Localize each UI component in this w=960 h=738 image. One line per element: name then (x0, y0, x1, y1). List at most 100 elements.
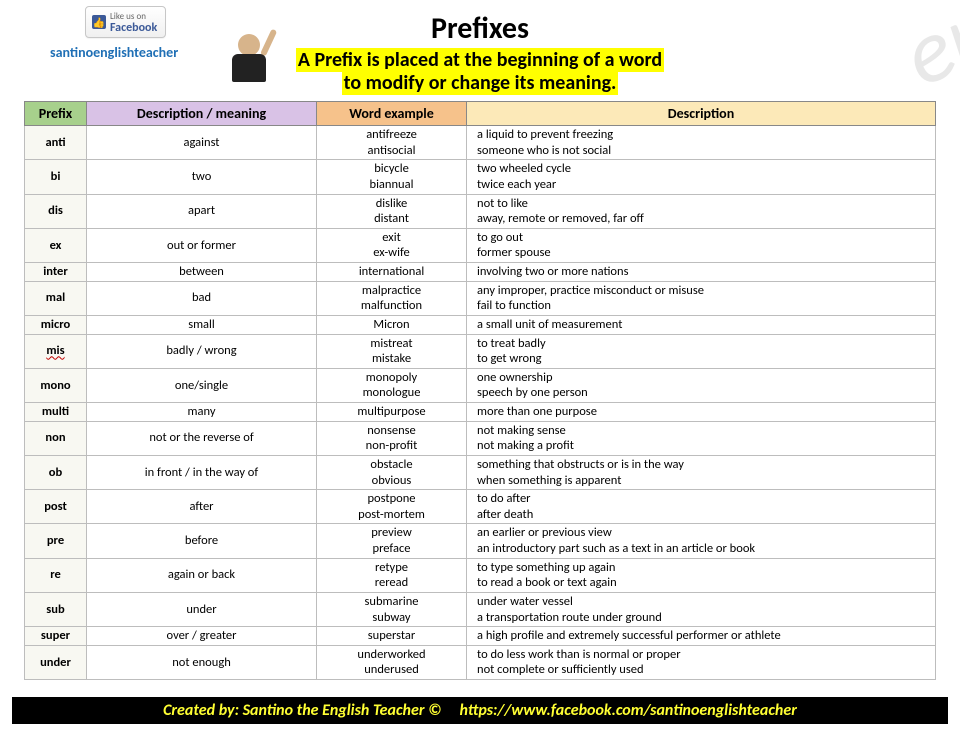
description-cell: not to likeaway, remote or removed, far … (467, 194, 936, 228)
meaning-cell: not enough (87, 645, 317, 679)
col-example: Word example (317, 102, 467, 126)
account-handle[interactable]: santinoenglishteacher (50, 44, 178, 61)
example-cell: antifreezeantisocial (317, 126, 467, 160)
example-cell: malpracticemalfunction (317, 281, 467, 315)
example-cell: exitex-wife (317, 228, 467, 262)
table-row: nonnot or the reverse ofnonsensenon-prof… (25, 421, 936, 455)
meaning-cell: one/single (87, 368, 317, 402)
table-row: postafterpostponepost-mortemto do aftera… (25, 490, 936, 524)
col-prefix: Prefix (25, 102, 87, 126)
table-row: antiagainstantifreezeantisociala liquid … (25, 126, 936, 160)
description-cell: not making sensenot making a profit (467, 421, 936, 455)
table-row: disapartdislikedistantnot to likeaway, r… (25, 194, 936, 228)
meaning-cell: after (87, 490, 317, 524)
meaning-cell: not or the reverse of (87, 421, 317, 455)
prefixes-table-wrap: Prefix Description / meaning Word exampl… (0, 101, 960, 680)
table-row: malbadmalpracticemalfunctionany improper… (25, 281, 936, 315)
meaning-cell: between (87, 263, 317, 282)
table-row: prebeforepreviewprefacean earlier or pre… (25, 524, 936, 558)
prefix-cell: inter (25, 263, 87, 282)
table-row: reagain or backretyperereadto type somet… (25, 558, 936, 592)
prefix-cell: multi (25, 403, 87, 422)
description-cell: any improper, practice misconduct or mis… (467, 281, 936, 315)
prefix-cell: post (25, 490, 87, 524)
table-row: superover / greatersuperstara high profi… (25, 627, 936, 646)
prefix-cell: sub (25, 592, 87, 626)
table-row: monoone/singlemonopolymonologueone owner… (25, 368, 936, 402)
table-row: subundersubmarinesubwayunder water vesse… (25, 592, 936, 626)
table-row: bitwobicyclebiannualtwo wheeled cycletwi… (25, 160, 936, 194)
example-cell: mistreatmistake (317, 334, 467, 368)
description-cell: a small unit of measurement (467, 315, 936, 334)
facebook-like-text: Like us on Facebook (110, 10, 157, 34)
table-row: obin front / in the way ofobstacleobviou… (25, 455, 936, 489)
example-cell: submarinesubway (317, 592, 467, 626)
table-row: interbetweeninternationalinvolving two o… (25, 263, 936, 282)
table-row: undernot enoughunderworkedunderusedto do… (25, 645, 936, 679)
meaning-cell: out or former (87, 228, 317, 262)
table-row: microsmallMicrona small unit of measurem… (25, 315, 936, 334)
prefix-cell: super (25, 627, 87, 646)
table-header-row: Prefix Description / meaning Word exampl… (25, 102, 936, 126)
facebook-like-button[interactable]: 👍 Like us on Facebook (85, 6, 166, 38)
prefix-cell: mal (25, 281, 87, 315)
footer-url[interactable]: https://www.facebook.com/santinoenglisht… (460, 701, 797, 720)
example-cell: nonsensenon-profit (317, 421, 467, 455)
example-cell: postponepost-mortem (317, 490, 467, 524)
prefixes-table: Prefix Description / meaning Word exampl… (24, 101, 936, 680)
col-meaning: Description / meaning (87, 102, 317, 126)
prefix-cell: ex (25, 228, 87, 262)
meaning-cell: under (87, 592, 317, 626)
example-cell: Micron (317, 315, 467, 334)
example-cell: superstar (317, 627, 467, 646)
example-cell: underworkedunderused (317, 645, 467, 679)
prefix-cell: ob (25, 455, 87, 489)
fb-line2: Facebook (110, 21, 157, 35)
prefix-cell: re (25, 558, 87, 592)
description-cell: a liquid to prevent freezingsomeone who … (467, 126, 936, 160)
description-cell: involving two or more nations (467, 263, 936, 282)
description-cell: to type something up againto read a book… (467, 558, 936, 592)
table-row: misbadly / wrongmistreatmistaketo treat … (25, 334, 936, 368)
example-cell: previewpreface (317, 524, 467, 558)
example-cell: international (317, 263, 467, 282)
meaning-cell: two (87, 160, 317, 194)
prefix-cell: bi (25, 160, 87, 194)
example-cell: retypereread (317, 558, 467, 592)
example-cell: multipurpose (317, 403, 467, 422)
description-cell: something that obstructs or is in the wa… (467, 455, 936, 489)
description-cell: one ownershipspeech by one person (467, 368, 936, 402)
prefix-cell: under (25, 645, 87, 679)
description-cell: to go outformer spouse (467, 228, 936, 262)
subtitle-line-1: A Prefix is placed at the beginning of a… (296, 48, 664, 72)
example-cell: monopolymonologue (317, 368, 467, 402)
footer-credit: Created by: Santino the English Teacher … (163, 701, 441, 720)
meaning-cell: small (87, 315, 317, 334)
prefix-cell: dis (25, 194, 87, 228)
prefix-cell: anti (25, 126, 87, 160)
meaning-cell: in front / in the way of (87, 455, 317, 489)
prefix-cell: mis (25, 334, 87, 368)
description-cell: two wheeled cycletwice each year (467, 160, 936, 194)
example-cell: dislikedistant (317, 194, 467, 228)
meaning-cell: many (87, 403, 317, 422)
thumb-icon: 👍 (92, 15, 106, 29)
teacher-avatar (220, 28, 284, 92)
prefix-cell: non (25, 421, 87, 455)
description-cell: an earlier or previous viewan introducto… (467, 524, 936, 558)
description-cell: to treat badlyto get wrong (467, 334, 936, 368)
header: 👍 Like us on Facebook santinoenglishteac… (0, 0, 960, 95)
description-cell: to do afterafter death (467, 490, 936, 524)
prefix-cell: pre (25, 524, 87, 558)
meaning-cell: apart (87, 194, 317, 228)
description-cell: more than one purpose (467, 403, 936, 422)
meaning-cell: again or back (87, 558, 317, 592)
table-row: exout or formerexitex-wifeto go outforme… (25, 228, 936, 262)
prefix-cell: micro (25, 315, 87, 334)
prefix-cell: mono (25, 368, 87, 402)
subtitle-line-2: to modify or change its meaning. (342, 71, 619, 95)
table-row: multimanymultipurposemore than one purpo… (25, 403, 936, 422)
description-cell: a high profile and extremely successful … (467, 627, 936, 646)
example-cell: obstacleobvious (317, 455, 467, 489)
col-description: Description (467, 102, 936, 126)
